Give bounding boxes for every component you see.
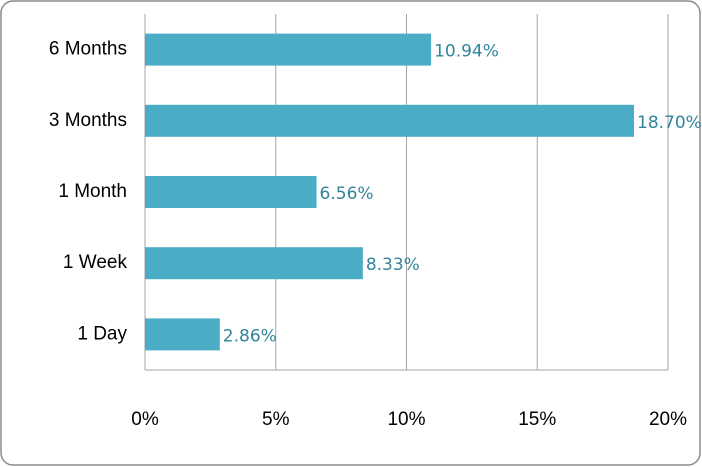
bar xyxy=(145,104,635,137)
value-label: 8.33% xyxy=(366,255,420,275)
bar xyxy=(145,247,363,280)
y-tick-label: 1 Day xyxy=(77,323,127,344)
x-tick-label: 10% xyxy=(387,409,425,430)
x-tick-label: 0% xyxy=(131,409,159,430)
y-tick-label: 1 Month xyxy=(58,181,127,202)
y-tick-label: 1 Week xyxy=(63,252,128,273)
y-tick-label: 3 Months xyxy=(49,110,127,131)
value-label: 2.86% xyxy=(223,326,277,346)
y-tick-label: 6 Months xyxy=(49,39,127,60)
bar xyxy=(145,33,432,66)
x-tick-label: 20% xyxy=(649,409,687,430)
x-tick-label: 5% xyxy=(262,409,290,430)
bar xyxy=(145,318,220,351)
value-label: 6.56% xyxy=(320,184,374,204)
value-label: 10.94% xyxy=(434,42,499,62)
x-tick-label: 15% xyxy=(518,409,556,430)
bar xyxy=(145,176,317,208)
value-label: 18.70% xyxy=(637,113,702,133)
